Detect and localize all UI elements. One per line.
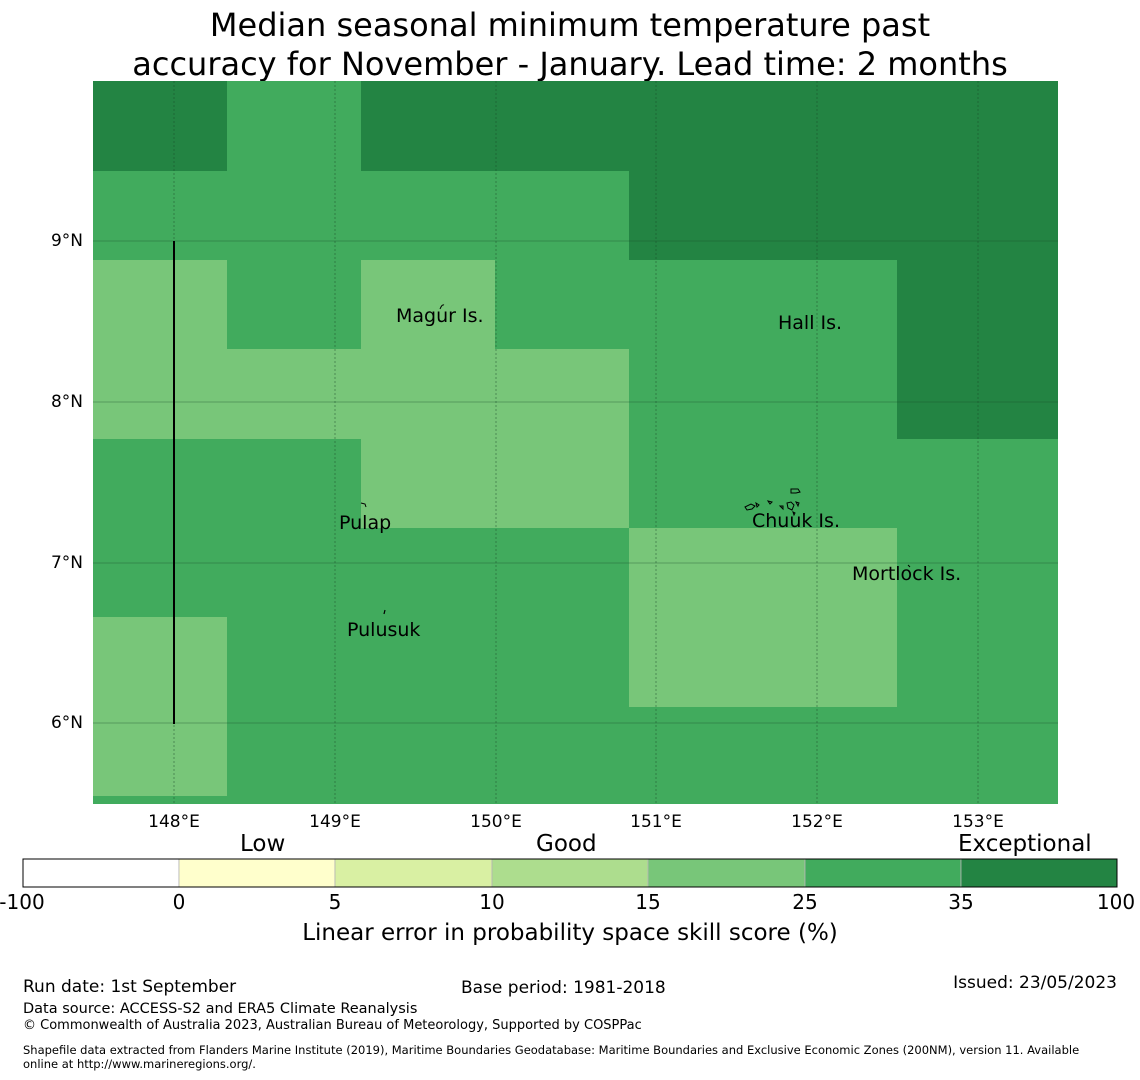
pulusuk-island-shape [383,609,386,615]
island-outlines [360,304,911,615]
base-period: Base period: 1981-2018 [461,978,666,998]
colorbar-outline [22,858,1118,888]
colorbar-segment [491,858,649,888]
copyright-notice: © Commonwealth of Australia 2023, Austra… [23,1018,642,1033]
colorbar [22,858,1118,888]
chart-title-line1: Median seasonal minimum temperature past [209,6,931,44]
colorbar-segment [647,858,806,888]
skill-cell [93,617,227,796]
colorbar-tick-label: 25 [792,890,818,914]
chuuk-island-shapes [744,488,801,517]
colorbar-segment [960,858,1118,888]
skill-cell [361,260,495,528]
graticule [93,81,1058,804]
place-label-hall: Hall Is. [778,312,843,334]
colorbar-segment [22,858,180,888]
colorbar-tick-label: 0 [172,890,186,914]
place-label-magur: Magur Is. [396,305,484,327]
colorbar-segment [334,858,493,888]
colorbar-category-exceptional: Exceptional [958,831,1092,857]
lat-tick-9n: 9°N [50,231,83,251]
lon-tick-151: 151°E [630,812,682,832]
shapefile-credit-line2: online at http://www.marineregions.org/. [23,1057,256,1071]
colorbar-tick-label: 100 [1096,890,1136,914]
colorbar-tick-label: 15 [635,890,661,914]
pulap-island-shape [360,502,367,508]
run-date: Run date: 1st September [23,977,237,997]
data-source: Data source: ACCESS-S2 and ERA5 Climate … [23,1001,418,1017]
colorbar-tick-label: 5 [328,890,342,914]
lon-tick-150: 150°E [470,812,522,832]
colorbar-tick-label: 35 [948,890,974,914]
mortlock-island-shape [907,564,911,568]
place-label-mortlock: Mortlock Is. [852,563,962,585]
lon-tick-153: 153°E [952,812,1004,832]
colorbar-tick-label: -100 [0,890,45,914]
chart-title-line2: accuracy for November - January. Lead ti… [132,45,1008,83]
colorbar-axis-label: Linear error in probability space skill … [302,920,838,946]
colorbar-category-low: Low [240,831,286,857]
lon-tick-149: 149°E [309,812,361,832]
place-label-chuuk: Chuuk Is. [752,510,840,532]
skill-cell [629,171,1058,260]
lon-tick-148: 148°E [148,812,200,832]
place-label-pulusuk: Pulusuk [347,619,421,641]
skill-cell [361,81,1058,171]
skill-cell [629,528,897,707]
colorbar-category-good: Good [536,831,597,857]
lat-tick-8n: 8°N [50,392,83,412]
lon-tick-152: 152°E [791,812,843,832]
skill-cell [227,349,361,439]
skill-grid [93,81,1058,804]
skill-cell [93,81,227,171]
lat-tick-6n: 6°N [50,713,83,733]
colorbar-segment [178,858,336,888]
lat-tick-7n: 7°N [50,553,83,573]
skill-cell [93,260,227,439]
issued-date: Issued: 23/05/2023 [953,973,1117,993]
shapefile-credit-line1: Shapefile data extracted from Flanders M… [23,1043,1080,1057]
colorbar-segment [804,858,962,888]
skill-cell [897,260,1058,439]
place-label-pulap: Pulap [339,512,392,534]
colorbar-tick-label: 10 [479,890,505,914]
skill-cell [495,349,629,528]
magur-island-shape [439,304,445,310]
